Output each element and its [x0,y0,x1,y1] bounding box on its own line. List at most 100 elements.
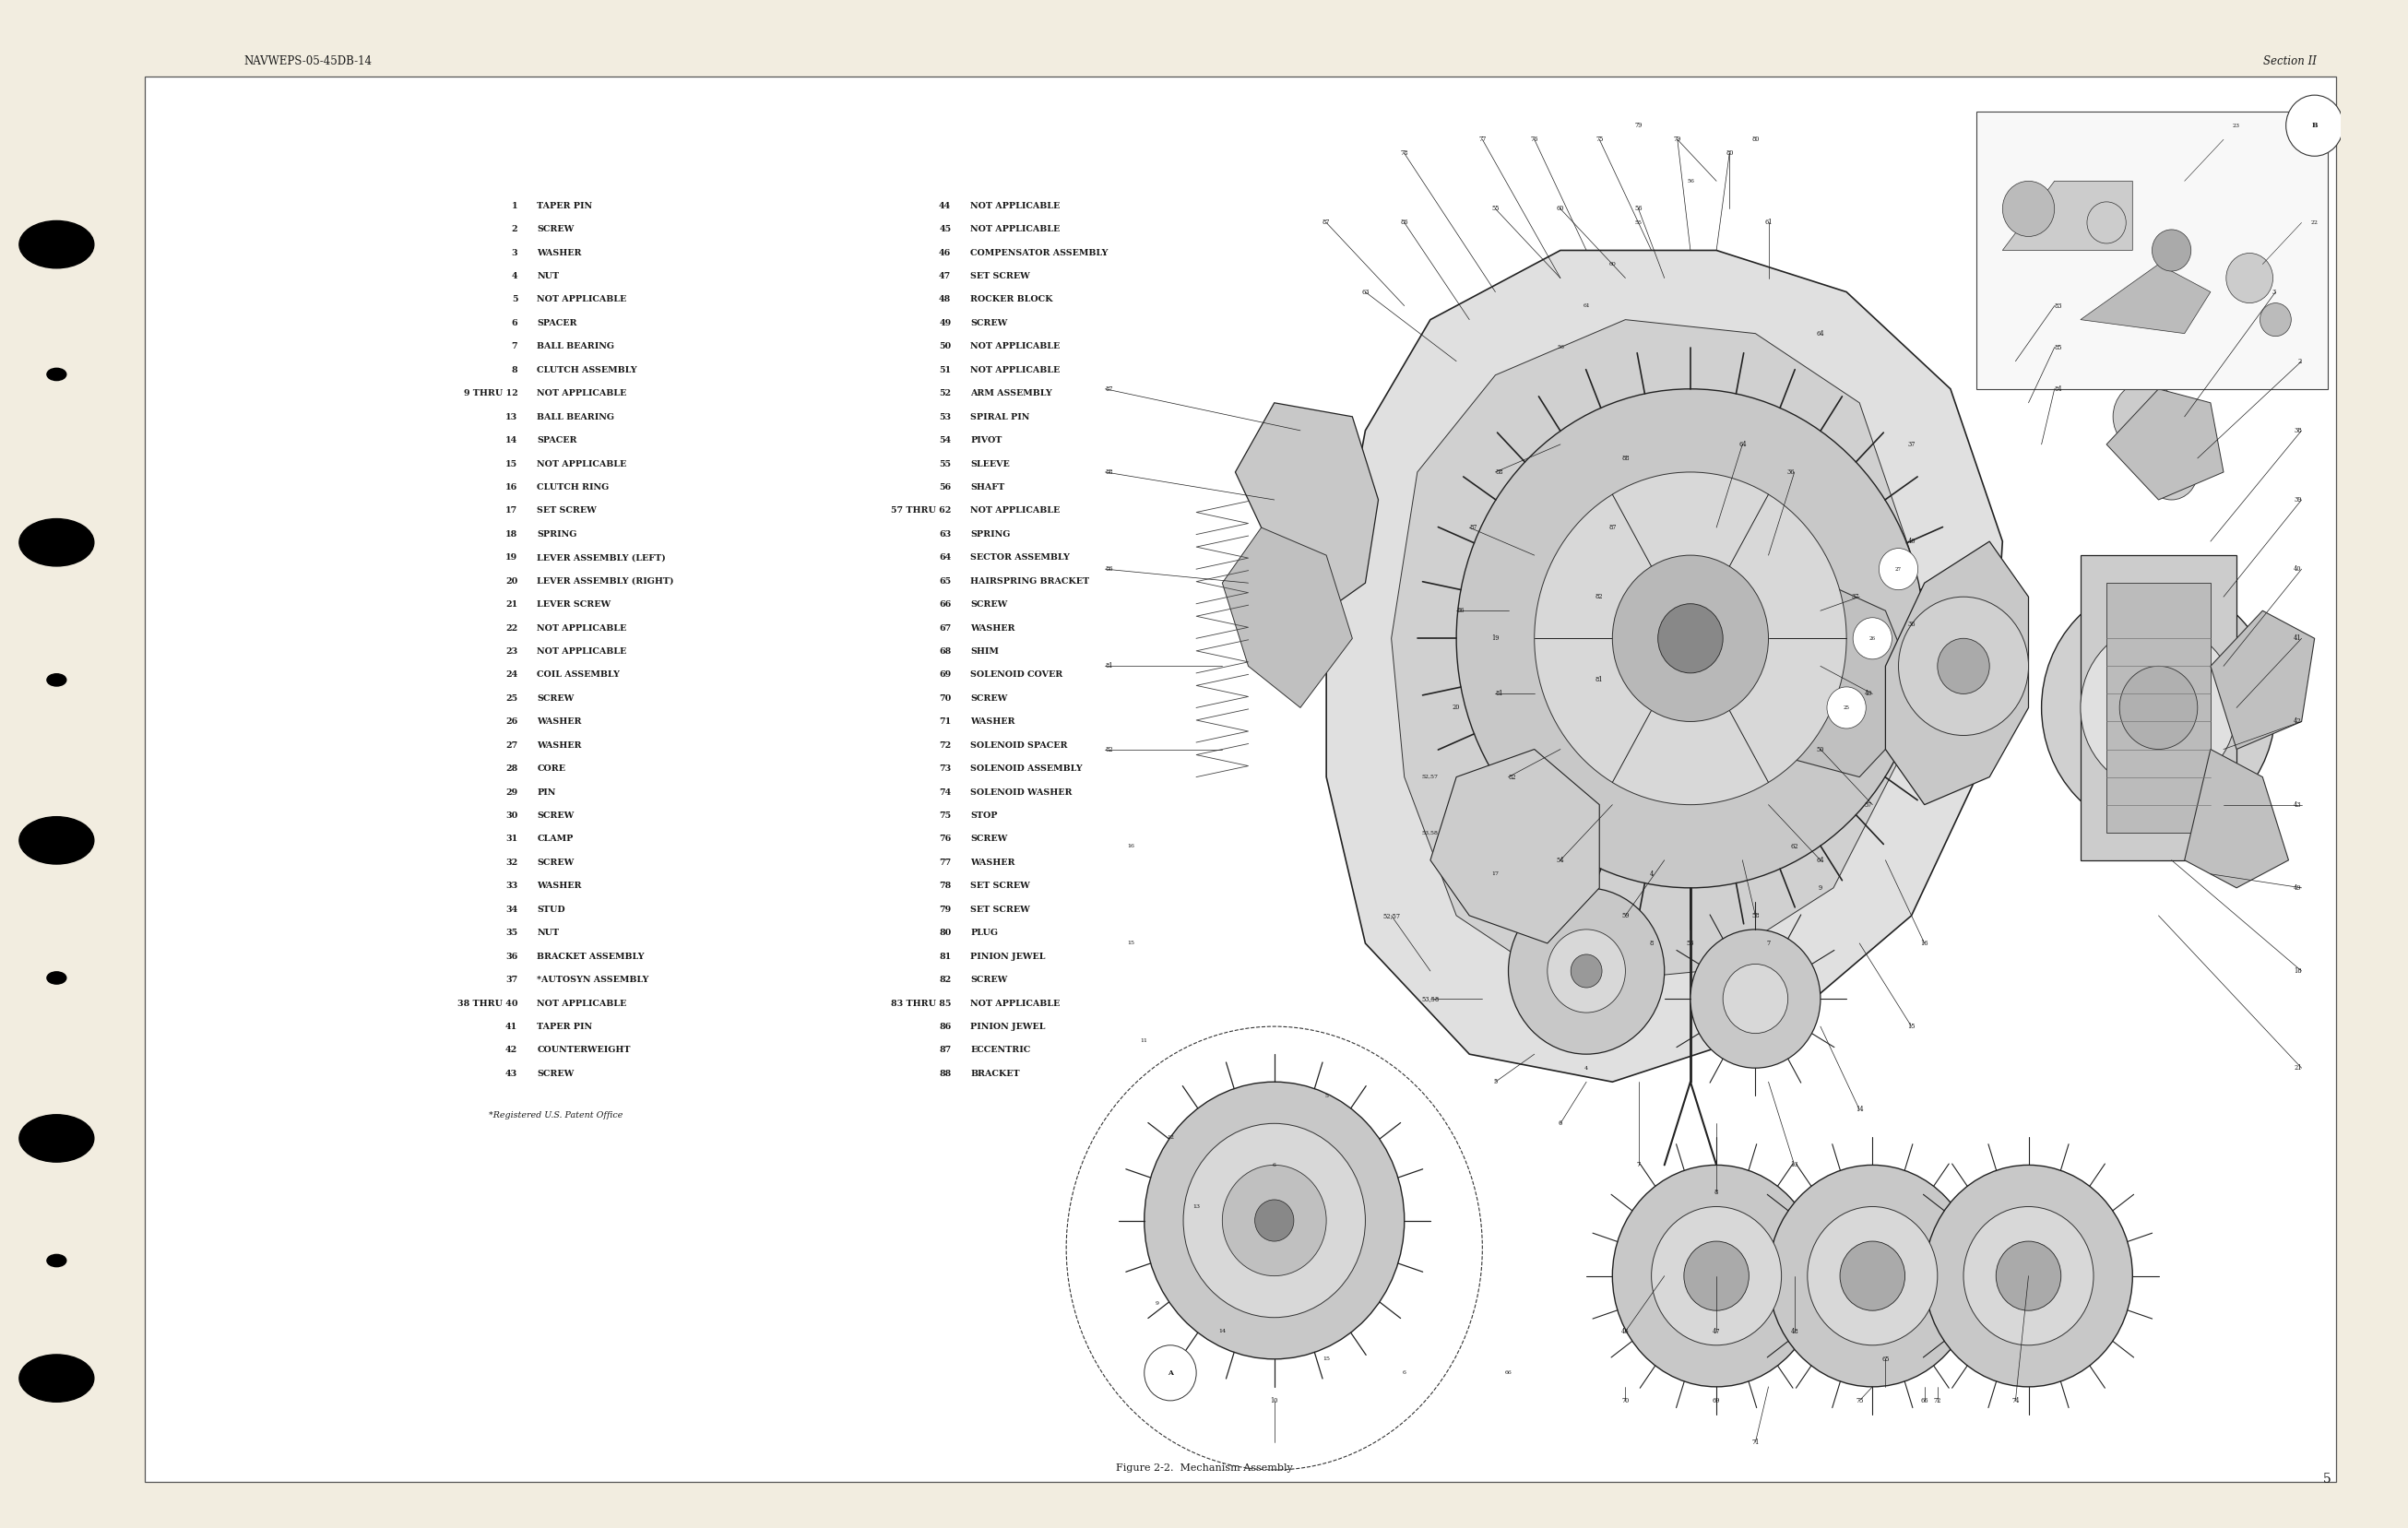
Text: 82: 82 [939,976,951,984]
Text: SLEEVE: SLEEVE [970,460,1009,468]
Text: 50: 50 [1816,746,1825,753]
Text: B: B [2312,122,2316,130]
Text: 66: 66 [1505,1371,1512,1375]
Text: 25: 25 [1842,706,1849,711]
Text: 81: 81 [939,952,951,961]
Text: 17: 17 [506,507,518,515]
Text: 37: 37 [1864,801,1873,808]
Text: NAVWEPS-05-45DB-14: NAVWEPS-05-45DB-14 [243,55,373,67]
Text: SOLENOID ASSEMBLY: SOLENOID ASSEMBLY [970,764,1084,773]
Text: 88: 88 [939,1070,951,1077]
Text: 79: 79 [1674,136,1681,144]
Circle shape [1808,1207,1938,1345]
Circle shape [1613,1164,1820,1387]
Circle shape [1924,1164,2133,1387]
Text: 56: 56 [1556,345,1565,350]
Text: 78: 78 [1401,150,1409,157]
Text: 8: 8 [1649,940,1654,947]
Text: 80: 80 [1727,150,1734,157]
Text: CLUTCH RING: CLUTCH RING [537,483,609,492]
Circle shape [19,1115,94,1161]
Text: 53,58: 53,58 [1421,995,1440,1002]
Text: SCREW: SCREW [970,601,1007,608]
Text: 53,58: 53,58 [1423,830,1438,834]
Text: NUT: NUT [537,929,559,937]
Text: 55: 55 [1491,205,1500,212]
Text: 7: 7 [1767,940,1770,947]
Text: 37: 37 [1907,440,1914,448]
Text: 43: 43 [2292,801,2302,808]
Text: 15: 15 [1907,1022,1914,1030]
Text: 48: 48 [939,295,951,304]
Text: 47: 47 [1712,1328,1719,1335]
Text: 5: 5 [513,295,518,304]
Text: 64: 64 [1816,857,1825,863]
Text: 15: 15 [1322,1357,1329,1361]
Text: 33: 33 [506,882,518,891]
Text: 62: 62 [1792,842,1799,850]
Text: SCREW: SCREW [970,976,1007,984]
Text: 26: 26 [506,718,518,726]
Text: BALL BEARING: BALL BEARING [537,413,614,422]
Polygon shape [1235,403,1377,611]
Text: 6: 6 [1271,1163,1276,1167]
Text: 24: 24 [506,671,518,678]
Text: SCREW: SCREW [537,694,573,703]
Text: 60: 60 [1609,261,1616,266]
Text: BRACKET: BRACKET [970,1070,1021,1077]
Text: 61: 61 [1582,304,1589,309]
Circle shape [19,518,94,565]
Circle shape [1613,555,1767,721]
Circle shape [1223,1164,1327,1276]
Circle shape [2042,584,2276,833]
Circle shape [1534,472,1847,805]
Text: 13: 13 [506,413,518,422]
Text: 25: 25 [506,694,518,703]
Text: 21: 21 [2295,1065,2302,1071]
Polygon shape [2184,749,2288,888]
Circle shape [1878,549,1919,590]
Text: WASHER: WASHER [537,882,583,891]
Text: LEVER ASSEMBLY (RIGHT): LEVER ASSEMBLY (RIGHT) [537,578,674,585]
Text: 52: 52 [939,390,951,397]
Text: SET SCREW: SET SCREW [537,507,597,515]
Text: SCREW: SCREW [970,319,1007,327]
Circle shape [1570,955,1601,987]
Bar [1977,112,2329,390]
Text: 53: 53 [939,413,951,422]
Text: 47: 47 [939,272,951,280]
Text: CLUTCH ASSEMBLY: CLUTCH ASSEMBLY [537,365,638,374]
Polygon shape [1223,527,1353,707]
Text: STUD: STUD [537,905,566,914]
Text: 75: 75 [939,811,951,821]
Text: 78: 78 [939,882,951,891]
Polygon shape [2211,611,2314,749]
Text: 65: 65 [939,578,951,585]
Text: TAPER PIN: TAPER PIN [537,1022,592,1031]
Text: 46: 46 [1621,1328,1630,1335]
Text: 37: 37 [1852,593,1859,601]
Text: 77: 77 [1479,136,1486,144]
Text: 16: 16 [506,483,518,492]
Text: PIN: PIN [537,788,556,796]
Circle shape [19,220,94,269]
Text: *Registered U.S. Patent Office: *Registered U.S. Patent Office [489,1111,624,1120]
Text: COUNTERWEIGHT: COUNTERWEIGHT [537,1047,631,1054]
Text: PIVOT: PIVOT [970,437,1002,445]
Text: 13: 13 [1192,1204,1199,1209]
Text: 67: 67 [939,623,951,633]
Text: 20: 20 [1452,704,1459,712]
Circle shape [1144,1082,1404,1358]
Text: 40: 40 [1907,538,1914,545]
Text: 71: 71 [939,718,951,726]
Circle shape [1457,390,1924,888]
Circle shape [1652,1207,1782,1345]
Circle shape [1840,1241,1905,1311]
Text: 83 THRU 85: 83 THRU 85 [891,999,951,1007]
Text: 28: 28 [506,764,518,773]
Text: *AUTOSYN ASSEMBLY: *AUTOSYN ASSEMBLY [537,976,648,984]
Text: 58: 58 [1751,912,1760,920]
Text: LEVER SCREW: LEVER SCREW [537,601,612,608]
Text: ARM ASSEMBLY: ARM ASSEMBLY [970,390,1052,397]
Text: 55: 55 [1635,220,1642,225]
